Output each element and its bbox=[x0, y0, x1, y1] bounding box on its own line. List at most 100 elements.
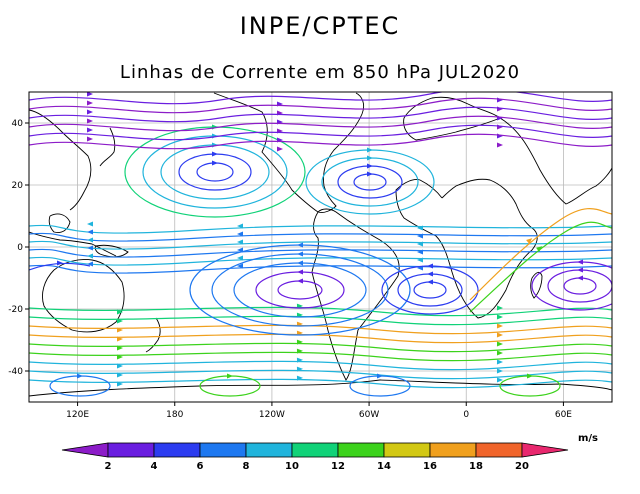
streamline bbox=[49, 375, 111, 397]
streamline-arrow bbox=[296, 330, 303, 336]
legend-label: 20 bbox=[515, 461, 529, 472]
new-zealand-coast bbox=[145, 317, 161, 353]
streamline-arrow bbox=[87, 229, 93, 235]
streamline-arrow bbox=[496, 350, 503, 356]
streamline-arrow bbox=[237, 263, 243, 269]
legend-color-bin bbox=[245, 442, 293, 458]
streamline bbox=[397, 273, 463, 307]
streamline-arrow bbox=[87, 92, 93, 97]
streamline-arrow bbox=[296, 366, 303, 372]
streamline-arrow bbox=[577, 259, 583, 265]
streamline-arrow bbox=[417, 241, 423, 247]
map-title: INPE/CPTEC bbox=[239, 12, 401, 40]
streamline bbox=[124, 126, 306, 218]
streamline-arrow bbox=[296, 339, 303, 345]
streamline-arrow bbox=[497, 142, 503, 148]
legend-color-below bbox=[61, 442, 109, 458]
legend-color-bin bbox=[199, 442, 247, 458]
streamline-arrow bbox=[227, 373, 233, 379]
streamline bbox=[196, 162, 234, 182]
legend-color-bin bbox=[107, 442, 155, 458]
legend-color-above bbox=[521, 442, 569, 458]
legend-label: 16 bbox=[423, 461, 437, 472]
streamline bbox=[29, 92, 612, 105]
borneo-coast bbox=[48, 213, 71, 233]
streamline-arrow bbox=[296, 312, 303, 318]
streamline bbox=[321, 157, 419, 207]
streamline bbox=[353, 173, 387, 191]
streamline bbox=[29, 351, 612, 362]
asia-coast bbox=[499, 117, 612, 205]
streamline bbox=[29, 360, 612, 371]
streamline-arrow bbox=[87, 100, 93, 106]
streamline bbox=[211, 253, 389, 327]
streamline bbox=[277, 280, 323, 300]
streamline-arrow bbox=[296, 321, 303, 327]
streamline-arrow bbox=[577, 275, 583, 281]
streamline-arrow bbox=[296, 348, 303, 354]
streamline-arrow bbox=[117, 327, 123, 333]
streamline-arrow bbox=[297, 251, 303, 257]
streamline-arrow bbox=[297, 269, 303, 275]
streamline-arrow bbox=[367, 155, 373, 161]
streamline bbox=[29, 378, 612, 389]
madagascar-coast bbox=[530, 271, 543, 299]
legend-color-bin bbox=[475, 442, 523, 458]
streamline bbox=[563, 277, 597, 295]
streamline-arrow bbox=[496, 323, 503, 329]
streamline-arrow bbox=[57, 260, 63, 266]
streamline-arrow bbox=[496, 341, 503, 347]
legend-label: 2 bbox=[105, 461, 112, 472]
lon-tick-label: 120E bbox=[66, 410, 89, 420]
australia-coast bbox=[42, 259, 125, 333]
streamline bbox=[469, 221, 612, 313]
streamline bbox=[29, 106, 612, 123]
streamline-arrow bbox=[297, 260, 303, 266]
lat-tick-label: 20 bbox=[12, 181, 24, 191]
indonesia-coast bbox=[29, 231, 117, 257]
streamline bbox=[189, 244, 411, 336]
legend-color-bin bbox=[383, 442, 431, 458]
streamline bbox=[29, 115, 612, 132]
streamline-arrow bbox=[87, 245, 93, 251]
streamline-arrow bbox=[417, 225, 423, 231]
legend-color-bin bbox=[429, 442, 477, 458]
streamline-arrow bbox=[87, 221, 93, 227]
streamline-arrow bbox=[87, 237, 93, 243]
streamline-arrow bbox=[117, 363, 123, 369]
streamline bbox=[29, 256, 612, 266]
streamline-arrow bbox=[417, 233, 423, 239]
streamline-arrow bbox=[427, 279, 433, 285]
legend-color-bin bbox=[337, 442, 385, 458]
lon-tick-label: 180 bbox=[166, 410, 183, 420]
legend-color-bin bbox=[153, 442, 201, 458]
streamline-arrow bbox=[117, 345, 123, 351]
streamline bbox=[29, 333, 612, 344]
streamline-arrow bbox=[117, 336, 123, 342]
streamline-arrow bbox=[297, 278, 303, 284]
streamline-arrow bbox=[427, 271, 433, 277]
streamline bbox=[29, 342, 612, 353]
africa-coast bbox=[395, 178, 538, 319]
streamline-arrow bbox=[297, 242, 303, 248]
streamline bbox=[499, 375, 561, 397]
streamline-arrow bbox=[367, 147, 373, 153]
streamline bbox=[29, 324, 612, 335]
streamline-arrow bbox=[237, 255, 243, 261]
streamline-arrow bbox=[536, 246, 543, 252]
japan-coast bbox=[99, 127, 116, 167]
streamline-arrow bbox=[496, 305, 503, 311]
streamline bbox=[29, 315, 612, 326]
streamline-arrow bbox=[87, 118, 93, 124]
lon-tick-label: 120W bbox=[259, 410, 285, 420]
streamline-arrow bbox=[496, 314, 503, 320]
streamline-arrow bbox=[296, 357, 303, 363]
color-legend: 2 4 6 8 10 12 14 16 18 20 m/s bbox=[61, 433, 598, 472]
streamline-arrow bbox=[87, 109, 93, 115]
streamline bbox=[255, 271, 345, 309]
streamline bbox=[29, 369, 612, 380]
legend-label: 8 bbox=[243, 461, 250, 472]
streamline-arrow bbox=[87, 127, 93, 133]
streamline-arrow bbox=[496, 359, 503, 365]
